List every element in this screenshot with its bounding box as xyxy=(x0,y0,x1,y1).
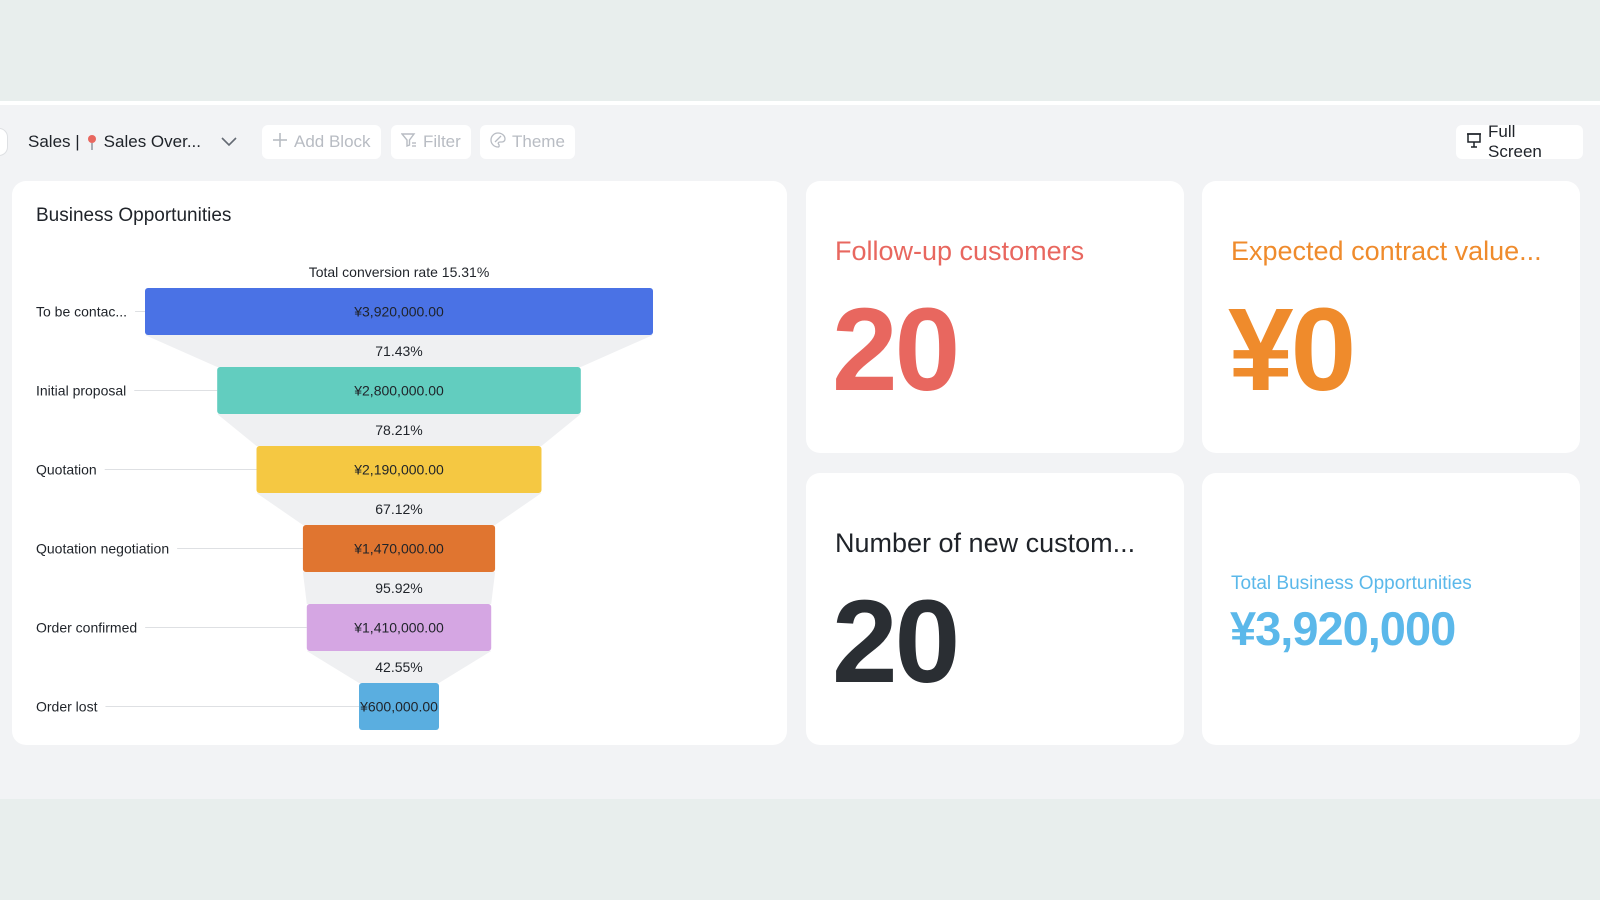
funnel-bar-value: ¥1,410,000.00 xyxy=(353,620,444,636)
funnel-stage-label: To be contac... xyxy=(36,304,127,320)
filter-label: Filter xyxy=(423,132,461,151)
metric-label: Number of new custom... xyxy=(835,528,1136,558)
filter-icon xyxy=(400,132,417,153)
funnel-bar xyxy=(256,446,542,493)
sidebar-toggle-handle[interactable] xyxy=(0,128,8,156)
funnel-connector xyxy=(145,335,653,367)
funnel-bar-value: ¥1,470,000.00 xyxy=(353,541,444,557)
metric-label: Follow-up customers xyxy=(835,236,1085,266)
add-block-label: Add Block xyxy=(294,132,371,151)
add-block-button[interactable]: Add Block xyxy=(262,125,381,159)
toolbar: Sales | Sales Over... Add xyxy=(0,122,1600,161)
metric-label: Total Business Opportunities xyxy=(1231,573,1472,594)
metric-label: Expected contract value... xyxy=(1231,236,1542,266)
funnel-bar xyxy=(306,604,492,651)
dashboard: Sales | Sales Over... Add xyxy=(0,101,1600,799)
funnel-chart: Total conversion rate 15.31% 71.43% 78.21%… xyxy=(36,264,653,730)
metric-value: 20 xyxy=(832,284,960,416)
funnel-bar-value: ¥3,920,000.00 xyxy=(353,304,444,320)
metric-value: 20 xyxy=(832,576,960,708)
total-business-opportunities-card[interactable]: Total Business Opportunities ¥3,920,000 xyxy=(1202,473,1580,745)
dashboard-subname: Sales Over... xyxy=(103,132,201,151)
theme-label: Theme xyxy=(512,132,565,151)
funnel-bar-value: ¥2,190,000.00 xyxy=(353,462,444,478)
card-title: Business Opportunities xyxy=(36,205,232,226)
funnel-bar xyxy=(145,288,653,335)
funnel-connector xyxy=(256,493,542,525)
plus-icon xyxy=(272,132,288,153)
map-pin-icon xyxy=(86,134,98,150)
metric-value: ¥3,920,000 xyxy=(1230,602,1456,655)
funnel-conversion-rate: 67.12% xyxy=(375,501,422,517)
funnel-bar xyxy=(302,525,496,572)
funnel-bar-value: ¥2,800,000.00 xyxy=(353,383,444,399)
funnel-bar xyxy=(217,367,581,414)
funnel-connector xyxy=(217,414,581,446)
dashboard-selector[interactable]: Sales | Sales Over... xyxy=(28,125,237,159)
business-opportunities-card[interactable]: Total conversion rate 15.31% 71.43% 78.21%… xyxy=(12,181,787,745)
funnel-stage-label: Order confirmed xyxy=(36,620,137,636)
theme-button[interactable]: Theme xyxy=(480,125,575,159)
chevron-down-icon[interactable] xyxy=(221,132,237,152)
funnel-connector xyxy=(306,651,492,683)
funnel-stage-label: Initial proposal xyxy=(36,383,126,399)
funnel-bar xyxy=(359,683,439,730)
funnel-total-rate: Total conversion rate 15.31% xyxy=(309,264,490,280)
funnel-conversion-rate: 42.55% xyxy=(375,659,422,675)
metric-value: ¥0 xyxy=(1228,284,1356,416)
funnel-conversion-rate: 95.92% xyxy=(375,580,422,596)
funnel-stage-label: Quotation xyxy=(36,462,97,478)
funnel-connector xyxy=(302,572,496,604)
funnel-stage-label: Order lost xyxy=(36,699,98,715)
funnel-bar-value: ¥600,000.00 xyxy=(359,699,438,715)
full-screen-label: Full Screen xyxy=(1488,122,1542,161)
dashboard-name: Sales | xyxy=(28,132,80,151)
funnel-conversion-rate: 78.21% xyxy=(375,422,422,438)
new-customers-card[interactable]: Number of new custom... 20 xyxy=(806,473,1184,745)
presentation-icon xyxy=(1466,132,1482,153)
funnel-conversion-rate: 71.43% xyxy=(375,343,422,359)
follow-up-customers-card[interactable]: Follow-up customers 20 xyxy=(806,181,1184,453)
expected-contract-value-card[interactable]: Expected contract value... ¥0 xyxy=(1202,181,1580,453)
filter-button[interactable]: Filter xyxy=(391,125,471,159)
full-screen-button[interactable]: Full Screen xyxy=(1456,122,1583,161)
funnel-stage-label: Quotation negotiation xyxy=(36,541,169,557)
palette-icon xyxy=(490,131,506,153)
